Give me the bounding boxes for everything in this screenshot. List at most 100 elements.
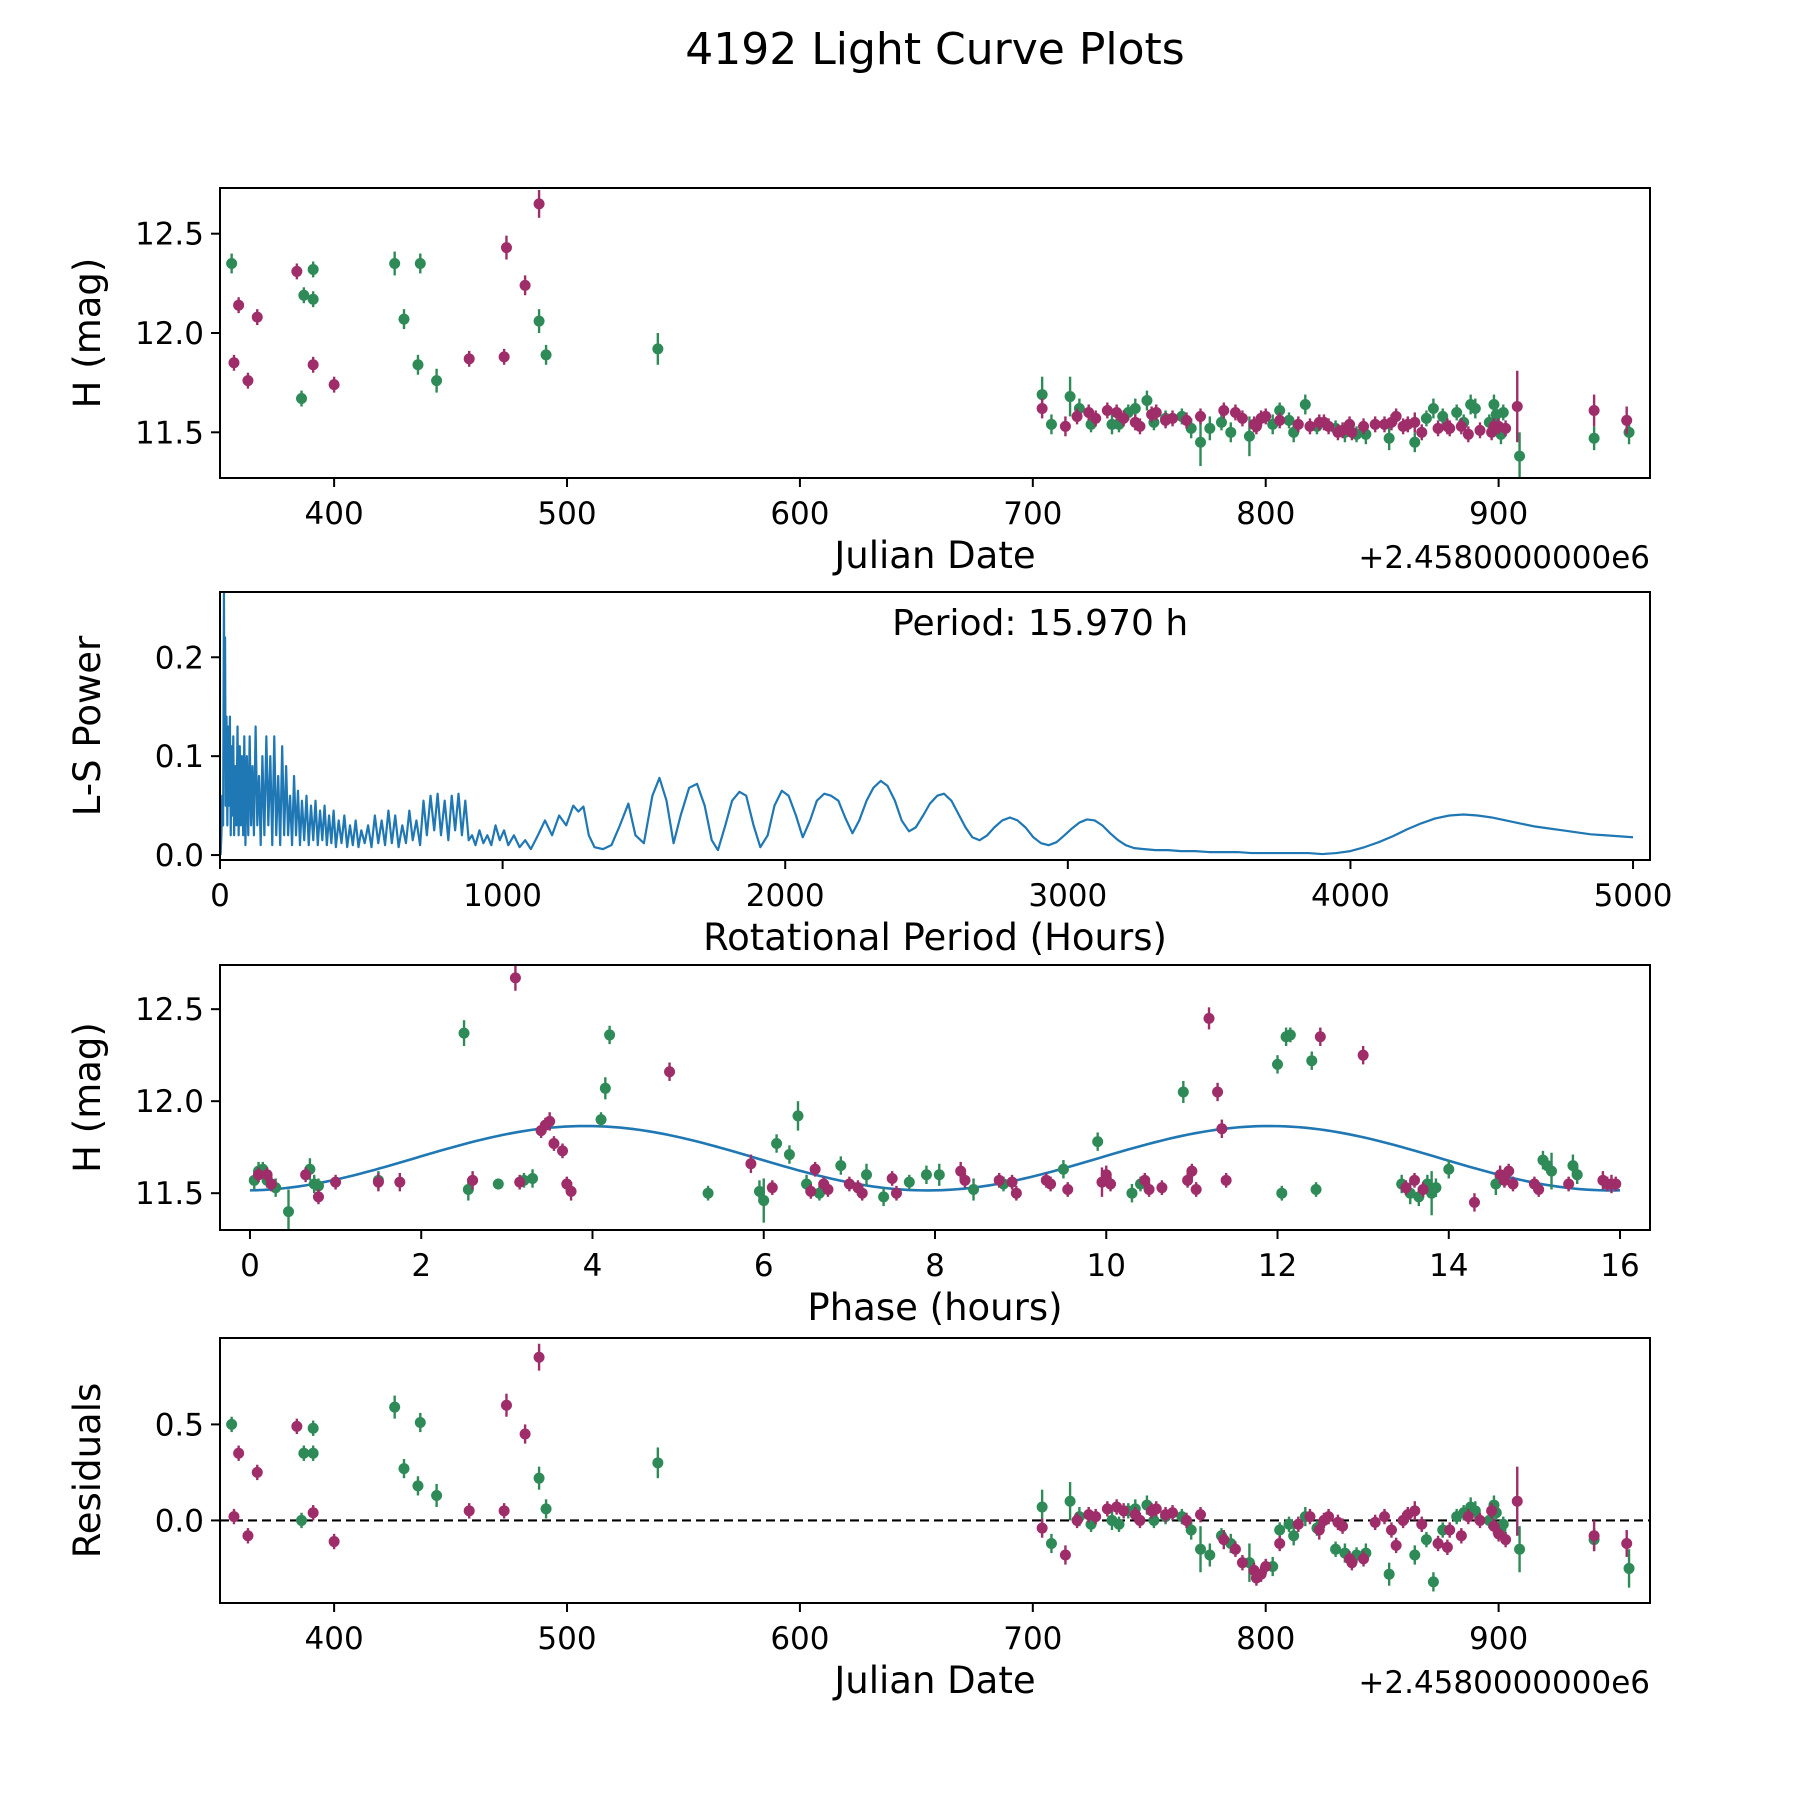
scatter-point (300, 1169, 312, 1181)
scatter-point (463, 1505, 475, 1517)
scatter-point (1182, 1174, 1194, 1186)
scatter-point (226, 257, 238, 269)
y-axis-label: Residuals (66, 1383, 109, 1559)
x-tick-label: 500 (537, 1621, 596, 1657)
scatter-point (1204, 422, 1216, 434)
scatter-point (1129, 402, 1141, 414)
scatter-point (328, 379, 340, 391)
scatter-point (226, 1418, 238, 1430)
scatter-point (1500, 422, 1512, 434)
scatter-point (1588, 404, 1600, 416)
x-tick-label: 600 (770, 1621, 829, 1657)
x-tick-label: 5000 (1594, 878, 1673, 914)
x-axis-offset-label: +2.4580000000e6 (1358, 540, 1650, 576)
scatter-point (1105, 1178, 1117, 1190)
x-tick-label: 700 (1003, 1621, 1062, 1657)
scatter-point (509, 972, 521, 984)
scatter-point (1090, 1511, 1102, 1523)
scatter-point (1101, 1503, 1113, 1515)
scatter-point (1260, 1561, 1272, 1573)
scatter-point (1156, 1182, 1168, 1194)
scatter-point (792, 1110, 804, 1122)
scatter-point (1220, 1174, 1232, 1186)
scatter-point (1546, 1165, 1558, 1177)
scatter-point (296, 1514, 308, 1526)
scatter-point (1288, 1530, 1300, 1542)
x-tick-label: 900 (1469, 496, 1528, 532)
scatter-point (498, 351, 510, 363)
scatter-point (1427, 402, 1439, 414)
scatter-point (1071, 410, 1083, 422)
x-tick-label: 8 (925, 1248, 945, 1284)
scatter-point (1498, 1174, 1510, 1186)
scatter-point (1185, 1524, 1197, 1536)
scatter-point (1177, 1086, 1189, 1098)
y-tick-label: 0.0 (155, 838, 204, 874)
scatter-point (1118, 412, 1130, 424)
scatter-point (291, 265, 303, 277)
scatter-point (312, 1191, 324, 1203)
x-tick-label: 3000 (1028, 878, 1107, 914)
scatter-point (1385, 1524, 1397, 1536)
x-tick-label: 0 (240, 1248, 260, 1284)
scatter-point (1488, 399, 1500, 411)
scatter-point (519, 279, 531, 291)
scatter-point (1497, 406, 1509, 418)
scatter-point (1059, 420, 1071, 432)
y-tick-label: 0.5 (155, 1407, 204, 1443)
scatter-point (540, 1503, 552, 1515)
scatter-point (228, 357, 240, 369)
scatter-point (412, 1480, 424, 1492)
scatter-point (1444, 1524, 1456, 1536)
scatter-point (1323, 1511, 1335, 1523)
scatter-point (771, 1138, 783, 1150)
scatter-point (702, 1187, 714, 1199)
scatter-point (1571, 1169, 1583, 1181)
scatter-point (1469, 402, 1481, 414)
scatter-point (1417, 1184, 1429, 1196)
x-tick-label: 800 (1236, 496, 1295, 532)
scatter-point (1378, 1511, 1390, 1523)
scatter-point (1057, 1163, 1069, 1175)
scatter-point (1243, 430, 1255, 442)
y-axis-label: H (mag) (66, 1022, 109, 1173)
scatter-point (1486, 1505, 1498, 1517)
scatter-point (307, 1507, 319, 1519)
scatter-point (1186, 1165, 1198, 1177)
scatter-point (1195, 410, 1207, 422)
fit-line (249, 1124, 1621, 1192)
scatter-point (261, 1169, 273, 1181)
scatter-point (835, 1160, 847, 1172)
scatter-point (1621, 1537, 1633, 1549)
scatter-point (312, 1180, 324, 1192)
scatter-point (1346, 426, 1358, 438)
scatter-point (1400, 1182, 1412, 1194)
scatter-point (1623, 1562, 1635, 1574)
x-tick-label: 500 (537, 496, 596, 532)
scatter-point (1430, 1182, 1442, 1194)
scatter-point (595, 1114, 607, 1126)
scatter-point (1216, 1123, 1228, 1135)
scatter-point (1444, 422, 1456, 434)
scatter-point (1010, 1187, 1022, 1199)
x-tick-label: 2 (411, 1248, 431, 1284)
scatter-point (1045, 418, 1057, 430)
scatter-point (398, 313, 410, 325)
x-tick-label: 700 (1003, 496, 1062, 532)
x-tick-label: 0 (210, 878, 230, 914)
scatter-point (251, 1466, 263, 1478)
scatter-point (1500, 1534, 1512, 1546)
scatter-point (1443, 1163, 1455, 1175)
scatter-point (462, 1184, 474, 1196)
x-axis-label: Phase (hours) (807, 1286, 1062, 1329)
y-tick-label: 12.5 (135, 217, 204, 253)
scatter-point (1497, 1518, 1509, 1530)
scatter-point (242, 375, 254, 387)
scatter-point (307, 263, 319, 275)
scatter-point (1409, 436, 1421, 448)
scatter-point (1036, 1501, 1048, 1513)
x-tick-label: 2000 (746, 878, 825, 914)
scatter-point (1383, 432, 1395, 444)
scatter-point (265, 1178, 277, 1190)
y-tick-label: 12.0 (135, 1084, 204, 1120)
